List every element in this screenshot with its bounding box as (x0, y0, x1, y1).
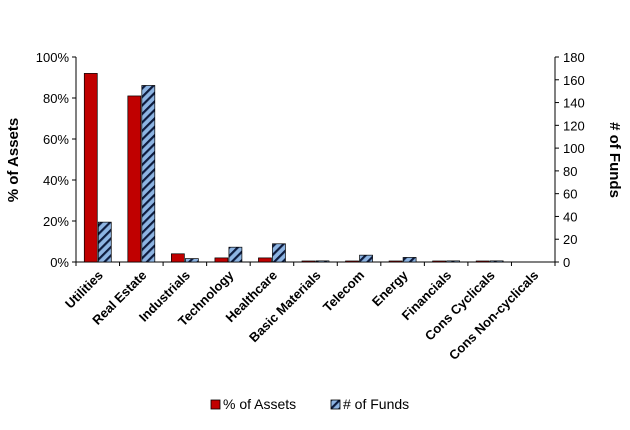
right-tick-label: 180 (563, 50, 585, 65)
bar-funds-technology (228, 246, 243, 263)
right-tick-label: 160 (563, 73, 585, 88)
bar-funds-telecom (359, 254, 373, 263)
bar-funds-healthcare (272, 243, 286, 263)
right-axis-title: # of Funds (606, 122, 623, 198)
bar-assets-energy (388, 260, 403, 263)
right-tick-label: 20 (563, 232, 577, 247)
category-label: Telecom (320, 268, 367, 315)
bar-funds-basic-materials (315, 260, 330, 263)
right-tick-label: 40 (563, 209, 577, 224)
left-tick-label: 60% (43, 132, 69, 147)
plot-area (75, 261, 556, 266)
right-tick-label: 80 (563, 164, 577, 179)
bar-funds-energy (402, 257, 417, 263)
legend-swatch-assets (210, 399, 221, 410)
bar-assets-real-estate (127, 95, 142, 263)
bars (83, 73, 504, 263)
bar-assets-industrials (171, 253, 185, 263)
legend-label-assets: % of Assets (223, 396, 296, 412)
bar-funds-real-estate (141, 85, 156, 263)
right-tick-label: 100 (563, 141, 585, 156)
legend: % of Assets # of Funds (210, 396, 409, 412)
right-axis: 0 20 40 60 80 100 120 140 160 180 (554, 50, 585, 270)
bar-funds-financials (446, 260, 460, 263)
left-tick-label: 80% (43, 91, 69, 106)
bar-funds-utilities (97, 221, 112, 263)
bar-assets-healthcare (258, 257, 272, 263)
left-axis: 0% 20% 40% 60% 80% 100% (36, 50, 77, 270)
bar-assets-telecom (345, 260, 359, 263)
left-tick-label: 20% (43, 214, 69, 229)
legend-label-funds: # of Funds (343, 396, 409, 412)
right-tick-label: 60 (563, 187, 577, 202)
left-axis-title: % of Assets (5, 118, 22, 202)
bar-assets-technology (214, 257, 229, 263)
right-tick-label: 120 (563, 118, 585, 133)
bar-assets-basic-materials (301, 260, 316, 263)
bar-assets-financials (432, 260, 446, 263)
left-tick-label: 40% (43, 173, 69, 188)
left-tick-label: 0% (50, 255, 69, 270)
category-label: Utilities (62, 268, 106, 312)
bar-assets-cons-cyclicals (475, 260, 490, 263)
category-label: Energy (369, 267, 411, 309)
bar-assets-utilities (83, 73, 98, 263)
right-tick-label: 0 (563, 255, 570, 270)
right-tick-label: 140 (563, 96, 585, 111)
legend-swatch-funds (330, 399, 341, 410)
bar-funds-cons-cyclicals (489, 260, 504, 263)
bar-funds-industrials (185, 258, 199, 263)
left-tick-label: 100% (36, 50, 70, 65)
